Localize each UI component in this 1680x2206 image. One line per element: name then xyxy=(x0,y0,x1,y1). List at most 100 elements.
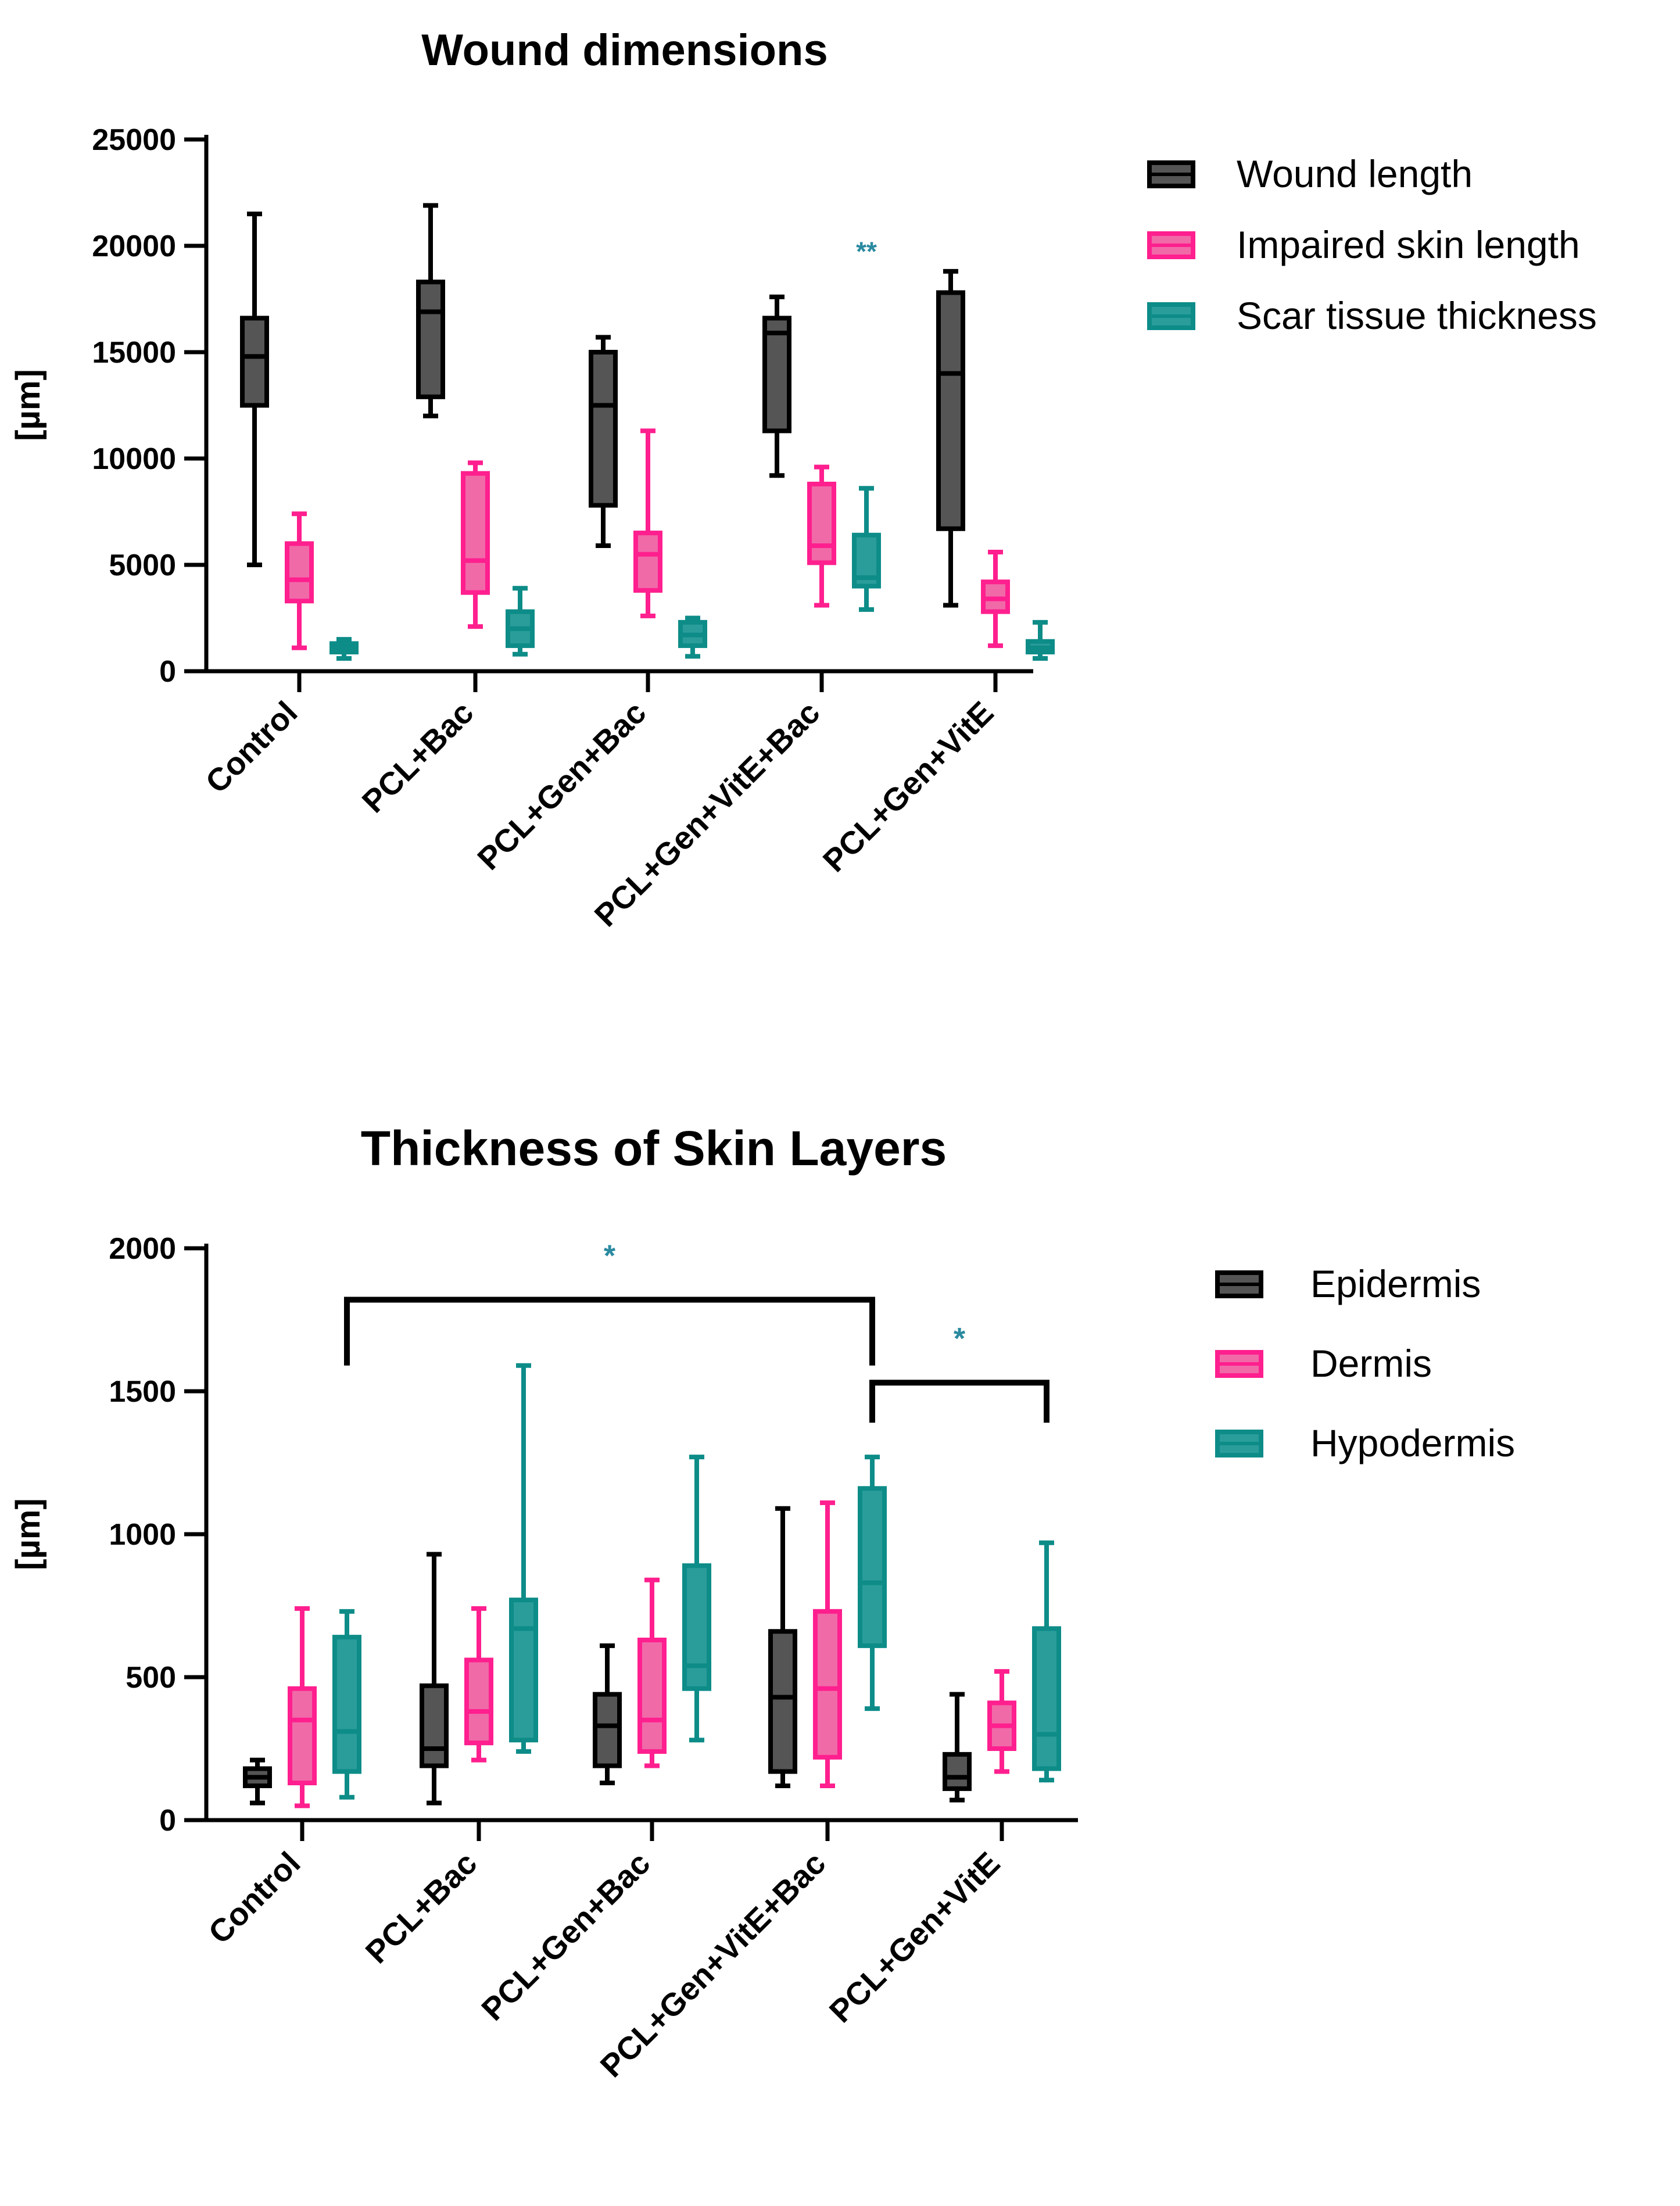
y-tick-label: 1500 xyxy=(109,1375,176,1409)
box-hypodermis-1 xyxy=(509,1363,538,1754)
legend-label: Scar tissue thickness xyxy=(1237,294,1597,337)
box-impaired-skin-length-2 xyxy=(633,428,662,618)
y-tick-label: 1000 xyxy=(109,1518,176,1552)
legend-item: Impaired skin length xyxy=(1147,223,1580,266)
x-tick-label: Control xyxy=(201,1845,307,1951)
box-iqr xyxy=(464,1657,493,1746)
legend-item: Wound length xyxy=(1147,152,1473,195)
legend: Wound length Impaired skin length Scar tis… xyxy=(1147,152,1597,337)
chart-title: Wound dimensions xyxy=(421,26,828,75)
bracket-label: * xyxy=(954,1322,966,1356)
y-tick-label: 20000 xyxy=(92,230,176,263)
legend-item: Epidermis xyxy=(1215,1262,1481,1305)
box-iqr xyxy=(461,471,490,595)
x-tick-label: PCL+Bac xyxy=(355,694,481,820)
box-iqr xyxy=(762,316,791,434)
y-tick-label: 25000 xyxy=(92,123,176,157)
box-impaired-skin-length-1 xyxy=(461,460,490,629)
box-iqr xyxy=(589,350,618,508)
box-iqr xyxy=(416,280,445,399)
box-hypodermis-2 xyxy=(682,1455,711,1743)
box-hypodermis-0 xyxy=(332,1609,361,1800)
box-iqr xyxy=(682,1563,711,1691)
box-iqr xyxy=(936,290,965,531)
y-axis-label: [µm] xyxy=(9,1498,47,1570)
x-tick-label: Control xyxy=(198,694,304,800)
box-iqr xyxy=(813,1609,842,1760)
box-wound-length-0 xyxy=(240,212,269,567)
legend: Epidermis Dermis Hypodermis xyxy=(1215,1262,1515,1464)
y-tick-label: 500 xyxy=(126,1661,176,1695)
box-iqr xyxy=(509,1598,538,1743)
box-iqr xyxy=(288,1686,317,1786)
box-iqr xyxy=(633,531,662,593)
y-axis-label: [µm] xyxy=(9,369,47,441)
x-tick-label: PCL+Bac xyxy=(359,1845,484,1971)
box-epidermis-3 xyxy=(768,1506,797,1788)
box-iqr xyxy=(768,1629,797,1774)
box-scar-tissue-thickness-1 xyxy=(506,586,535,657)
box-iqr xyxy=(637,1638,667,1754)
x-tick-label: PCL+Gen+VitE xyxy=(822,1845,1007,2030)
legend-item: Hypodermis xyxy=(1215,1421,1515,1464)
box-wound-length-4 xyxy=(936,268,965,608)
box-dermis-2 xyxy=(637,1577,667,1768)
y-tick-label: 5000 xyxy=(109,549,176,582)
box-impaired-skin-length-4 xyxy=(981,550,1010,649)
box-iqr xyxy=(858,1486,887,1648)
box-iqr xyxy=(420,1683,449,1768)
box-impaired-skin-length-3 xyxy=(807,464,836,608)
bracket-line xyxy=(869,1380,1049,1423)
legend-item: Scar tissue thickness xyxy=(1147,294,1597,337)
y-tick-label: 0 xyxy=(159,1804,176,1838)
box-wound-length-3 xyxy=(762,294,791,478)
box-epidermis-2 xyxy=(593,1643,622,1786)
x-tick-label: PCL+Gen+Bac xyxy=(474,1845,657,2028)
chart-1: Wound dimensions [µm] 0 5000 10000 15000 20000… xyxy=(9,26,1597,933)
box-epidermis-4 xyxy=(943,1692,972,1803)
box-iqr xyxy=(285,541,314,604)
box-dermis-3 xyxy=(813,1500,842,1788)
box-iqr xyxy=(943,1752,972,1791)
significance-annotation: ** xyxy=(856,237,877,267)
box-scar-tissue-thickness-4 xyxy=(1026,619,1055,661)
box-dermis-4 xyxy=(987,1669,1016,1774)
box-epidermis-0 xyxy=(243,1757,272,1806)
box-dermis-0 xyxy=(288,1606,317,1809)
box-scar-tissue-thickness-3 xyxy=(852,486,881,612)
box-iqr xyxy=(807,481,836,565)
legend-label: Dermis xyxy=(1310,1342,1432,1385)
box-iqr xyxy=(332,1635,361,1774)
legend-label: Hypodermis xyxy=(1310,1421,1515,1464)
y-tick-label: 0 xyxy=(159,655,176,689)
x-tick-label: PCL+Gen+VitE xyxy=(816,694,1001,879)
box-iqr xyxy=(593,1692,622,1768)
box-iqr xyxy=(1032,1626,1061,1771)
y-tick-label: 15000 xyxy=(92,336,176,370)
box-scar-tissue-thickness-0 xyxy=(329,637,359,661)
legend-label: Wound length xyxy=(1237,152,1473,195)
bracket-line xyxy=(344,1297,875,1366)
box-wound-length-1 xyxy=(416,203,445,418)
box-hypodermis-3 xyxy=(858,1455,887,1711)
box-epidermis-1 xyxy=(420,1552,449,1806)
chart-title: Thickness of Skin Layers xyxy=(361,1121,947,1176)
y-tick-label: 10000 xyxy=(92,442,176,476)
legend-label: Epidermis xyxy=(1310,1262,1481,1305)
legend-item: Dermis xyxy=(1215,1342,1432,1385)
box-impaired-skin-length-0 xyxy=(285,511,314,650)
box-dermis-1 xyxy=(464,1606,493,1763)
box-hypodermis-4 xyxy=(1032,1540,1061,1783)
x-tick-label: PCL+Gen+Bac xyxy=(470,694,653,877)
legend-label: Impaired skin length xyxy=(1237,223,1580,266)
y-tick-label: 2000 xyxy=(109,1232,176,1266)
significance-bracket-2: * xyxy=(869,1322,1049,1423)
box-iqr xyxy=(240,316,269,408)
bracket-label: * xyxy=(604,1240,616,1273)
chart-2: Thickness of Skin Layers [µm] 0 500 1000 1500… xyxy=(9,1121,1515,2084)
box-scar-tissue-thickness-2 xyxy=(678,615,707,659)
significance-bracket-1: * xyxy=(344,1240,875,1366)
box-wound-length-2 xyxy=(589,335,618,549)
